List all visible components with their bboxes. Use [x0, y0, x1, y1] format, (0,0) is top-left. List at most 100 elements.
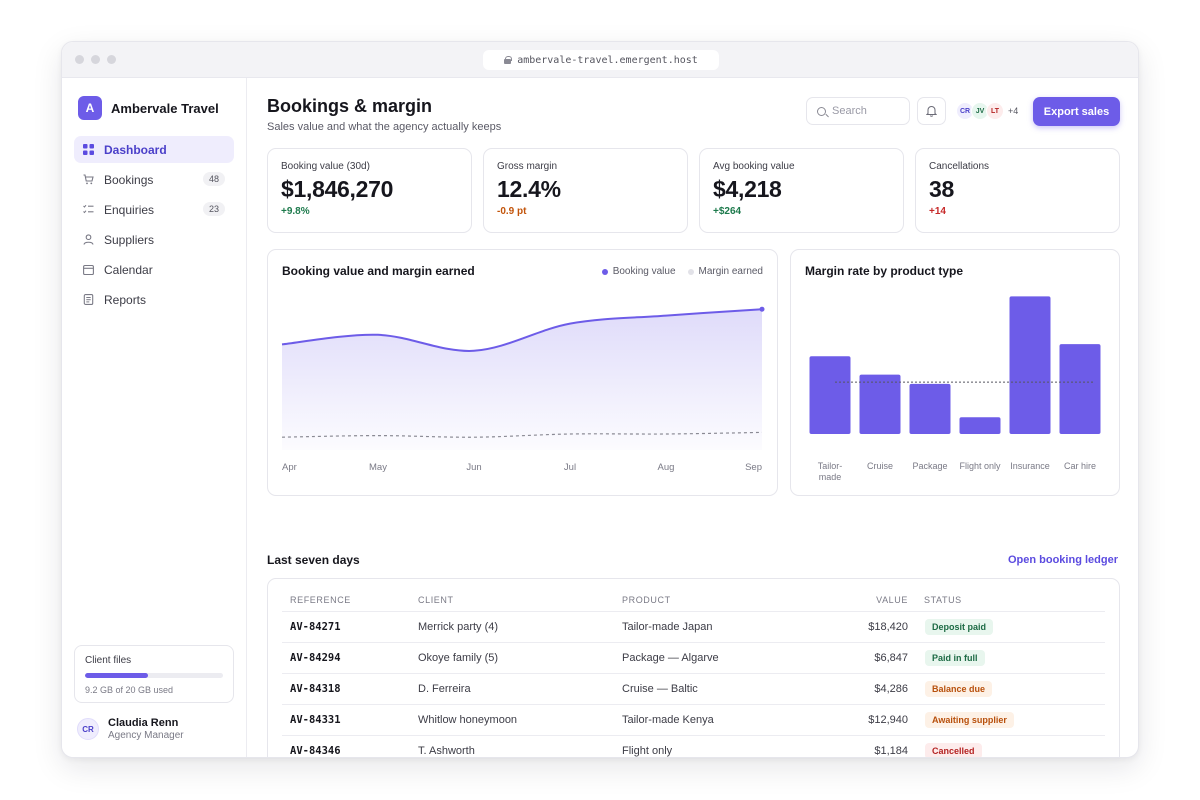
- booking-value-area: [282, 309, 762, 450]
- kpi-delta: +9.8%: [281, 206, 310, 217]
- booking-value: $18,420: [868, 621, 908, 633]
- kpi-delta: -0.9 pt: [497, 206, 527, 217]
- open-booking-ledger-link[interactable]: Open booking ledger: [1007, 554, 1118, 566]
- storage-usage-text: 9.2 GB of 20 GB used: [85, 685, 174, 695]
- client-name: Whitlow honeymoon: [418, 714, 518, 726]
- avatar: LT: [986, 102, 1004, 120]
- notifications-button[interactable]: [917, 97, 946, 125]
- legend-item-booking-value: Booking value: [601, 266, 676, 277]
- search-input[interactable]: [832, 105, 900, 117]
- column-header-value[interactable]: VALUE: [876, 595, 908, 605]
- sidebar-item-calendar[interactable]: Calendar: [74, 256, 234, 283]
- status-badge: Deposit paid: [925, 619, 994, 635]
- section-title: Last seven days: [267, 553, 360, 567]
- x-axis-tick-label: Apr: [282, 462, 297, 473]
- bar-insurance: [1009, 296, 1051, 434]
- kpi-card-booking-value: Booking value (30d) $1,846,270 +9.8%: [267, 148, 472, 233]
- maximize-window-dot[interactable]: [107, 55, 116, 64]
- kpi-card-avg-booking-value: Avg booking value $4,218 +$264: [699, 148, 904, 233]
- table-row[interactable]: AV-84331 Whitlow honeymoon Tailor-made Ken…: [282, 704, 1105, 735]
- kpi-label: Gross margin: [497, 161, 558, 172]
- user-profile[interactable]: CR Claudia Renn Agency Manager: [77, 717, 184, 741]
- bar-car-hire: [1059, 344, 1101, 434]
- sidebar-nav: Dashboard Bookings 48 Enquiries 23 Suppl…: [74, 136, 234, 316]
- booking-reference: AV-84331: [290, 714, 341, 726]
- table-row[interactable]: AV-84294 Okoye family (5) Package — Algarv…: [282, 642, 1105, 673]
- lock-icon: [504, 56, 513, 64]
- minimize-window-dot[interactable]: [91, 55, 100, 64]
- x-axis-tick-label: Sep: [745, 462, 762, 473]
- product-name: Cruise — Baltic: [622, 683, 698, 695]
- client-name: Merrick party (4): [418, 621, 499, 633]
- column-header-client[interactable]: CLIENT: [418, 595, 454, 605]
- legend-label: Booking value: [612, 266, 676, 277]
- legend-label: Margin earned: [698, 266, 763, 277]
- title-bar: ambervale-travel.emergent.host: [62, 42, 1138, 78]
- storage-widget: Client files 9.2 GB of 20 GB used: [74, 645, 234, 703]
- avatar: CR: [956, 102, 974, 120]
- avatar: CR: [77, 718, 99, 740]
- x-axis-tick-label: Aug: [658, 462, 675, 473]
- status-badge: Paid in full: [925, 650, 985, 666]
- sidebar-item-reports[interactable]: Reports: [74, 286, 234, 313]
- main-content: Bookings & margin Sales value and what t…: [247, 78, 1138, 757]
- kpi-label: Booking value (30d): [281, 161, 370, 172]
- count-badge: 48: [202, 172, 225, 186]
- kpi-value: $1,846,270: [281, 176, 394, 202]
- page-title: Bookings & margin: [267, 96, 433, 116]
- close-window-dot[interactable]: [75, 55, 84, 64]
- grid-icon: [83, 144, 94, 155]
- status-badge: Balance due: [925, 681, 993, 697]
- search-box[interactable]: [806, 97, 910, 125]
- column-header-reference[interactable]: REFERENCE: [290, 595, 351, 605]
- brand-name: Ambervale Travel: [111, 100, 219, 116]
- calendar-icon: [83, 264, 94, 275]
- booking-reference: AV-84318: [290, 683, 341, 695]
- client-name: T. Ashworth: [418, 745, 475, 757]
- x-axis-tick-label: Jul: [564, 462, 576, 473]
- x-axis-tick-label: Package: [912, 461, 947, 471]
- sidebar-item-suppliers[interactable]: Suppliers: [74, 226, 234, 253]
- legend-dot: [687, 268, 694, 275]
- address-bar[interactable]: ambervale-travel.emergent.host: [483, 50, 719, 70]
- product-name: Tailor-made Kenya: [622, 714, 714, 726]
- bar-chart: Tailor-made Cruise Package Flight only Insur…: [809, 296, 1101, 482]
- legend-item-margin-earned: Margin earned: [687, 266, 763, 277]
- status-badge: Awaiting supplier: [925, 712, 1014, 728]
- sidebar-item-enquiries[interactable]: Enquiries 23: [74, 196, 234, 223]
- brand[interactable]: A Ambervale Travel: [78, 96, 219, 120]
- list-icon: [83, 204, 94, 214]
- sidebar-item-label: Enquiries: [104, 202, 155, 217]
- client-name: Okoye family (5): [418, 652, 499, 664]
- browser-window: ambervale-travel.emergent.host A Amberva…: [61, 41, 1139, 758]
- table-row[interactable]: AV-84271 Merrick party (4) Tailor-made Jap…: [282, 611, 1105, 642]
- export-sales-button[interactable]: Export sales: [1033, 97, 1120, 126]
- kpi-value: 38: [929, 176, 954, 202]
- x-axis-tick-label: Insurance: [1010, 461, 1050, 471]
- column-header-status[interactable]: STATUS: [924, 595, 962, 605]
- kpi-delta: +14: [929, 206, 946, 217]
- client-name: D. Ferreira: [418, 683, 471, 695]
- area-chart: Apr May Jun Jul Aug Sep: [281, 306, 765, 473]
- team-avatars[interactable]: CR JV LT +4: [956, 102, 1018, 120]
- product-name: Flight only: [622, 745, 673, 757]
- booking-value-end-point: [759, 306, 765, 312]
- sidebar: A Ambervale Travel Dashboard Bookings 48…: [62, 78, 247, 757]
- chart-title: Booking value and margin earned: [282, 264, 475, 278]
- booking-value: $1,184: [874, 745, 908, 757]
- kpi-delta: +$264: [713, 206, 742, 217]
- sidebar-item-label: Suppliers: [104, 232, 155, 247]
- chart-title: Margin rate by product type: [805, 264, 964, 278]
- column-header-product[interactable]: PRODUCT: [622, 595, 671, 605]
- storage-label: Client files: [85, 655, 132, 666]
- storage-progress-bar: [85, 673, 223, 678]
- table-row[interactable]: AV-84346 T. Ashworth Flight only $1,184 Canc…: [282, 735, 1105, 757]
- bar-flight-only: [959, 417, 1001, 434]
- sidebar-item-bookings[interactable]: Bookings 48: [74, 166, 234, 193]
- booking-value-line: [281, 308, 763, 352]
- table-row[interactable]: AV-84318 D. Ferreira Cruise — Baltic $4,286…: [282, 673, 1105, 704]
- booking-value: $4,286: [874, 683, 908, 695]
- sidebar-item-dashboard[interactable]: Dashboard: [74, 136, 234, 163]
- bookings-table: REFERENCE CLIENT PRODUCT VALUE STATUS AV…: [267, 578, 1120, 757]
- booking-reference: AV-84346: [290, 745, 341, 757]
